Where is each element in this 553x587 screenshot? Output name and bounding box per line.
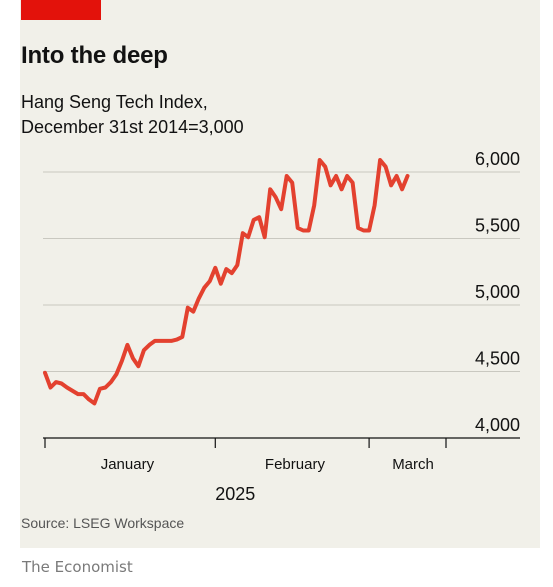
chart-subtitle: Hang Seng Tech Index, December 31st 2014…: [21, 90, 244, 140]
y-tick-label-4000: 4,000: [475, 415, 520, 435]
y-tick-label-6000: 6,000: [475, 149, 520, 169]
source-note: Source: LSEG Workspace: [21, 515, 185, 531]
x-month-label-february: February: [265, 456, 326, 473]
chart-title: Into the deep: [21, 42, 168, 69]
x-year-label: 2025: [215, 484, 255, 504]
subtitle-line-2: December 31st 2014=3,000: [21, 117, 244, 137]
series-line-0: [43, 158, 410, 406]
x-month-label-march: March: [392, 456, 434, 473]
publisher-credit: The Economist: [22, 558, 133, 576]
subtitle-line-1: Hang Seng Tech Index,: [21, 92, 208, 112]
x-month-label-january: January: [101, 456, 155, 473]
y-tick-label-5000: 5,000: [475, 282, 520, 302]
economist-red-tab: [21, 0, 101, 20]
chart-card: [20, 0, 540, 548]
y-tick-label-5500: 5,500: [475, 216, 520, 236]
y-tick-label-4500: 4,500: [475, 349, 520, 369]
